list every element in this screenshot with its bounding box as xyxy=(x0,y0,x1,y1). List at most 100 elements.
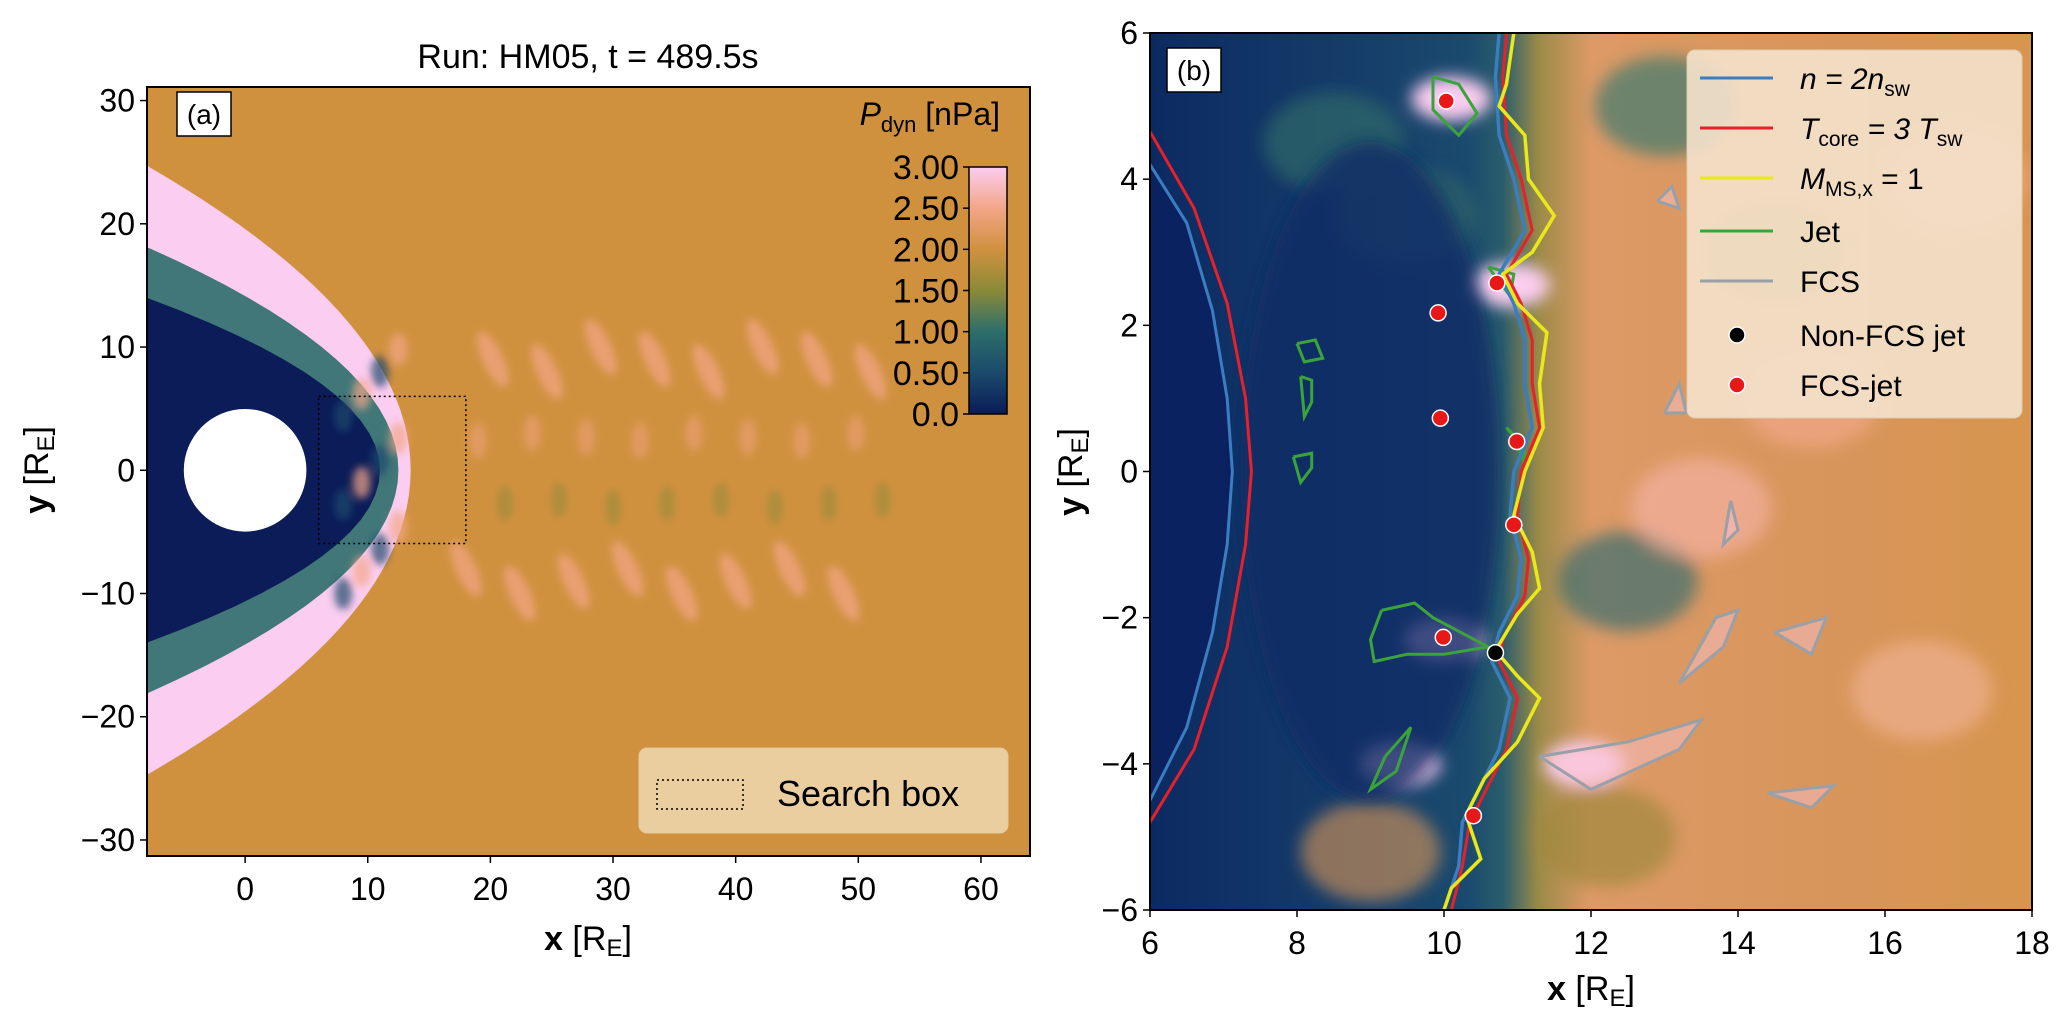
x-tick-label: 50 xyxy=(841,871,877,907)
jet-contour xyxy=(1368,601,1493,664)
y-tick-label: −20 xyxy=(81,699,135,735)
jet-contour xyxy=(1295,338,1325,364)
x-tick-label: 14 xyxy=(1720,925,1756,961)
x-tick-label: 10 xyxy=(350,871,386,907)
y-tick-label: −2 xyxy=(1102,600,1138,636)
svg-text:(b): (b) xyxy=(1177,55,1211,86)
fcs-contour xyxy=(1663,379,1689,415)
density-contour-shock xyxy=(1442,33,1535,910)
legend-label-main: Jet xyxy=(1800,216,1841,249)
fcs-jet-marker xyxy=(1508,432,1526,451)
y-tick-label: −10 xyxy=(81,576,135,612)
legend-label: Non-FCS jet xyxy=(1800,320,1966,353)
ripple xyxy=(551,481,568,518)
ripple xyxy=(793,422,810,459)
colorbar-tick-label: 3.00 xyxy=(893,149,959,187)
ripple xyxy=(497,485,514,522)
legend-label-tail: = 1 xyxy=(1873,163,1924,196)
legend-marker-swatch xyxy=(1728,376,1746,394)
colorbar-tick-label: 0.50 xyxy=(893,355,959,393)
pdyn-blob xyxy=(1300,801,1441,902)
ripple xyxy=(847,415,864,452)
sheath-structure xyxy=(352,466,371,499)
x-tick-label: 18 xyxy=(2014,925,2050,961)
fcs-jet-marker xyxy=(1488,274,1506,292)
ripple xyxy=(578,418,595,455)
search-box-legend: Search box xyxy=(638,747,1009,834)
mach-contour xyxy=(1442,33,1557,910)
colorbar-title: Pdyn [nPa] xyxy=(860,96,1000,137)
non-fcs-jet-marker xyxy=(1486,643,1505,662)
panel-a-ylabel: y [RE] xyxy=(18,426,60,514)
earth-inner-boundary xyxy=(183,408,307,532)
ripple xyxy=(801,331,833,387)
legend-label: Jet xyxy=(1800,216,1841,249)
y-tick-label: −4 xyxy=(1102,746,1138,782)
ripple xyxy=(639,331,671,387)
y-tick-label: 2 xyxy=(1120,307,1138,343)
colorbar-tick-label: 2.50 xyxy=(893,190,959,228)
panel-a-title: Run: HM05, t = 489.5s xyxy=(417,38,758,76)
jet-contour xyxy=(1291,451,1314,486)
foreshock-ripples xyxy=(334,319,891,622)
sheath-structure xyxy=(389,510,408,543)
panel-b-label: (b) xyxy=(1166,47,1222,93)
sheath-structure xyxy=(389,422,408,455)
search-box-legend-icon xyxy=(656,779,744,810)
colorbar-tick-label: 0.0 xyxy=(912,396,959,434)
legend-label: n = 2nsw xyxy=(1800,63,1911,101)
fcs-contour xyxy=(1721,500,1740,549)
panel-a: Run: HM05, t = 489.5s 0 10 20 30 40 50 60 −30 −2… xyxy=(18,38,1031,962)
x-tick-label: 12 xyxy=(1573,925,1609,961)
y-tick-label: 4 xyxy=(1120,161,1138,197)
ripple xyxy=(585,319,617,375)
y-tick-label: −6 xyxy=(1102,892,1138,928)
ripple xyxy=(766,489,783,526)
ripple xyxy=(504,565,536,622)
panel-b-heatmap xyxy=(1150,33,2032,910)
panel-b-ylabel: y [RE] xyxy=(1052,428,1094,516)
panel-a-frame xyxy=(146,86,1031,857)
legend-label-main: M xyxy=(1800,163,1825,196)
jet-contour xyxy=(1299,375,1314,423)
legend-label-main: n = 2n xyxy=(1800,63,1884,96)
legend-label: FCS xyxy=(1800,266,1860,299)
legend-label: FCS-jet xyxy=(1800,370,1902,403)
fcs-contour xyxy=(1773,615,1829,657)
sheath-structure xyxy=(334,488,353,521)
fcs-jet-marker xyxy=(1437,92,1455,110)
x-tick-label: 20 xyxy=(473,871,509,907)
panel-a-heatmap xyxy=(147,87,1030,856)
y-tick-label: 20 xyxy=(99,206,135,242)
fcs-jet-marker xyxy=(1464,806,1483,825)
y-tick-label: 10 xyxy=(99,329,135,365)
legend-label-main: T xyxy=(1800,113,1821,146)
density-contour-magnetopause xyxy=(1150,163,1234,802)
ripple xyxy=(658,485,675,522)
fcs-jet-marker xyxy=(1429,304,1447,322)
ripple xyxy=(666,565,698,622)
panel-b-xlabel: x [RE] xyxy=(1547,970,1635,1012)
temperature-contour-magnetopause xyxy=(1150,130,1253,824)
x-tick-label: 30 xyxy=(595,871,631,907)
svg-text:Search box: Search box xyxy=(777,773,959,814)
legend-label-sub: MS,x xyxy=(1825,178,1873,201)
sheath-structure xyxy=(389,333,408,366)
fcs-jet-marker xyxy=(1431,409,1450,427)
legend-label-sub: core xyxy=(1818,128,1859,151)
fcs-contour xyxy=(1656,183,1682,211)
sheath-structure xyxy=(352,555,371,588)
colorbar-gradient xyxy=(968,166,1008,415)
ripple xyxy=(693,344,725,400)
x-tick-label: 0 xyxy=(236,871,254,907)
fcs-jet-marker xyxy=(1505,516,1523,534)
fcs-jet-marker xyxy=(1434,628,1453,647)
pdyn-blob xyxy=(1557,531,1698,632)
fcs-contour xyxy=(1766,783,1838,810)
legend-marker-swatch xyxy=(1728,326,1746,344)
jet-contour xyxy=(1431,75,1479,138)
ripple xyxy=(450,541,482,597)
legend-label: Tcore = 3 Tsw xyxy=(1800,113,1963,151)
